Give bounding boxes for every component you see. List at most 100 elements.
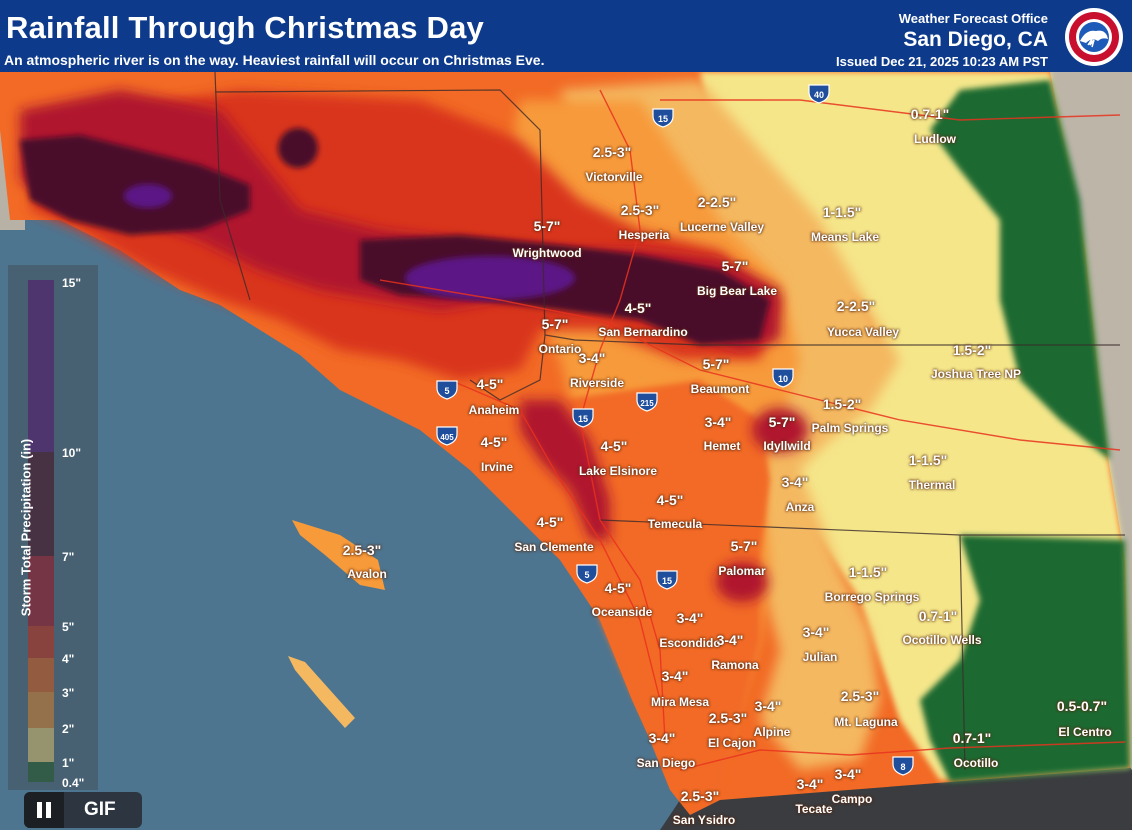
rain-value: 1-1.5" (908, 452, 948, 468)
zone-crimson-palomar (716, 562, 768, 602)
city-label: Idyllwild (763, 439, 811, 453)
legend-title: Storm Total Precipitation (in) (18, 438, 34, 617)
city-label: Joshua Tree NP (930, 367, 1022, 381)
city-label: Ludlow (914, 132, 956, 146)
city-label: Palomar (718, 564, 766, 578)
city-label: Lake Elsinore (578, 464, 658, 478)
highway-shield-icon: 8 (892, 756, 914, 776)
zone-green-ne (930, 80, 1110, 460)
city-label: Irvine (480, 460, 514, 474)
rain-value: 2-2.5" (697, 194, 737, 210)
city-label: Oceanside (591, 605, 653, 619)
legend (8, 265, 98, 790)
rain-value: 1.5-2" (822, 396, 862, 412)
city-label: Big Bear Lake (696, 284, 778, 298)
county-lines (214, 71, 1125, 771)
pause-button[interactable] (24, 792, 64, 828)
rain-value: 1-1.5" (848, 564, 888, 580)
rain-value: 4-5" (624, 300, 652, 316)
zone-purple-sgm (405, 256, 575, 300)
rain-value: 3-4" (704, 414, 732, 430)
pause-icon (46, 802, 51, 818)
rain-value: 4-5" (476, 376, 504, 392)
highway-shield-icon: 215 (636, 392, 658, 412)
rain-value: 3-4" (661, 668, 689, 684)
shield-number: 405 (440, 433, 454, 442)
highway-shield-icon: 15 (656, 570, 678, 590)
roads (379, 89, 1126, 771)
city-label: Julian (802, 650, 838, 664)
page-title: Rainfall Through Christmas Day (6, 10, 484, 45)
nws-logo-icon (1065, 8, 1123, 66)
legend-tick: 10" (62, 446, 82, 460)
city-label: Borrego Springs (824, 590, 920, 604)
highway-shield-icon: 15 (572, 408, 594, 428)
city-label: Anza (785, 500, 815, 514)
shield-number: 8 (900, 762, 905, 772)
rain-value: 2.5-3" (620, 202, 660, 218)
legend-tick: 1" (62, 756, 75, 770)
office-label: Weather Forecast Office (898, 11, 1048, 26)
rain-value: 3-4" (578, 350, 606, 366)
rain-value: 2-2.5" (836, 298, 876, 314)
zone-crimson-idyllwild (752, 408, 808, 452)
legend-tick: 3" (62, 686, 75, 700)
city-label: Mira Mesa (650, 695, 710, 709)
city-label: Riverside (569, 376, 625, 390)
rain-value: 5-7" (721, 258, 749, 274)
city-label: Means Lake (810, 230, 880, 244)
rain-value: 5-7" (702, 356, 730, 372)
rain-value: 0.7-1" (918, 608, 958, 624)
city-label: Ocotillo (953, 756, 999, 770)
shield-number: 5 (584, 570, 589, 580)
city-label: El Centro (1058, 725, 1112, 739)
city-label: Mt. Laguna (834, 715, 898, 729)
zone-green-se (920, 535, 1130, 782)
rain-value: 0.7-1" (952, 730, 992, 746)
city-label: Yucca Valley (826, 325, 900, 339)
legend-tick: 5" (62, 620, 75, 634)
zone-orange (560, 380, 770, 800)
city-label: Ramona (711, 658, 759, 672)
city-label: Victorville (585, 170, 643, 184)
city-label: Temecula (647, 517, 703, 531)
shield-number: 40 (814, 90, 824, 100)
city-label: San Clemente (514, 540, 594, 554)
city-label: Anaheim (468, 403, 520, 417)
rain-value: 4-5" (600, 438, 628, 454)
rain-value: 2.5-3" (342, 542, 382, 558)
rain-value: 3-4" (754, 698, 782, 714)
rain-value: 5-7" (533, 218, 561, 234)
legend-tick: 7" (62, 550, 75, 564)
city-label: San Ysidro (672, 813, 736, 827)
office-city: San Diego, CA (903, 28, 1048, 51)
city-label: Escondido (659, 636, 721, 650)
rain-value: 0.5-0.7" (1056, 698, 1108, 714)
city-label: Hesperia (618, 228, 670, 242)
issued-timestamp: Issued Dec 21, 2025 10:23 AM PST (836, 54, 1048, 69)
rain-value: 4-5" (604, 580, 632, 596)
shield-number: 5 (444, 386, 449, 396)
city-label: Ocotillo Wells (902, 633, 982, 647)
catalina-island (292, 520, 385, 590)
mexico-strip (660, 760, 1132, 830)
city-label: El Cajon (707, 736, 757, 750)
legend-tick: 4" (62, 652, 75, 666)
gif-controls: GIF (24, 792, 142, 828)
rain-value: 3-4" (802, 624, 830, 640)
rain-value: 2.5-3" (592, 144, 632, 160)
shield-number: 15 (662, 576, 672, 586)
zone-maroon (20, 135, 250, 235)
rain-value: 2.5-3" (680, 788, 720, 804)
rain-value: 3-4" (648, 730, 676, 746)
zone-purple-west (124, 184, 172, 208)
city-label: Thermal (908, 478, 956, 492)
legend-tick: 2" (62, 722, 75, 736)
highway-shield-icon: 40 (808, 84, 830, 104)
pause-icon (37, 802, 42, 818)
shield-number: 15 (578, 414, 588, 424)
legend-tick: 0.4" (62, 776, 85, 790)
rain-value: 3-4" (796, 776, 824, 792)
